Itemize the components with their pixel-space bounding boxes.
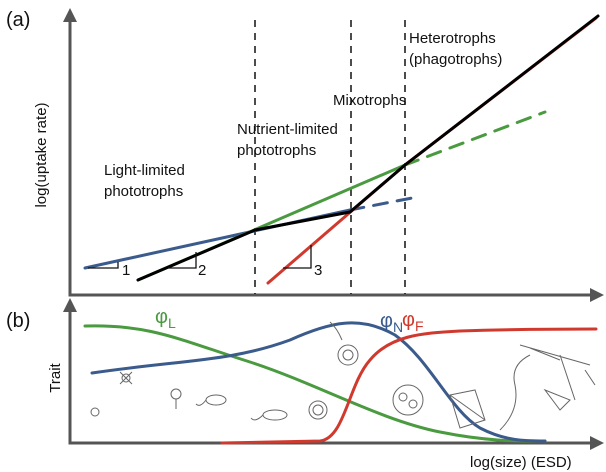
label-line: phototrophs — [104, 183, 183, 200]
trait-subscript: F — [415, 318, 424, 334]
label-line: Heterotrophs — [409, 30, 496, 47]
panel-b: (b) Trait φL φN φF log(size) (ESD) — [6, 298, 604, 471]
figure: (a) log(uptake rate) 1 2 3 Light-limited… — [0, 0, 606, 472]
trait-symbol: φ — [402, 309, 415, 331]
label-line: phototrophs — [237, 142, 316, 159]
axis-arrows — [63, 298, 604, 450]
light-line-extension — [405, 112, 545, 165]
label-line: (phagotrophs) — [409, 51, 502, 68]
slope-label: 1 — [122, 262, 130, 279]
axis-arrows — [63, 8, 604, 302]
x-axis-label: log(size) (ESD) — [470, 454, 572, 471]
trait-symbol: φ — [155, 306, 168, 328]
nutrient-trait-curve — [92, 323, 545, 441]
trait-label: φL — [155, 306, 176, 331]
region-label: Nutrient-limited phototrophs — [237, 121, 338, 159]
region-label: Heterotrophs (phagotrophs) — [409, 30, 502, 68]
trait-label: φN — [380, 310, 403, 335]
label-line: Mixotrophs — [333, 92, 406, 109]
y-axis-label: Trait — [47, 362, 64, 392]
label-line: Nutrient-limited — [237, 121, 338, 138]
trait-label: φF — [402, 309, 424, 334]
panel-label: (b) — [6, 310, 30, 332]
trait-subscript: L — [168, 315, 176, 331]
panel-a: (a) log(uptake rate) 1 2 3 Light-limited… — [6, 8, 604, 302]
slope-label: 3 — [314, 262, 322, 279]
slope-label: 2 — [198, 262, 206, 279]
region-label: Mixotrophs — [333, 92, 406, 109]
panel-label: (a) — [6, 9, 30, 31]
region-label: Light-limited phototrophs — [104, 162, 185, 200]
label-line: Light-limited — [104, 162, 185, 179]
trait-symbol: φ — [380, 310, 393, 332]
y-axis-label: log(uptake rate) — [33, 102, 50, 207]
